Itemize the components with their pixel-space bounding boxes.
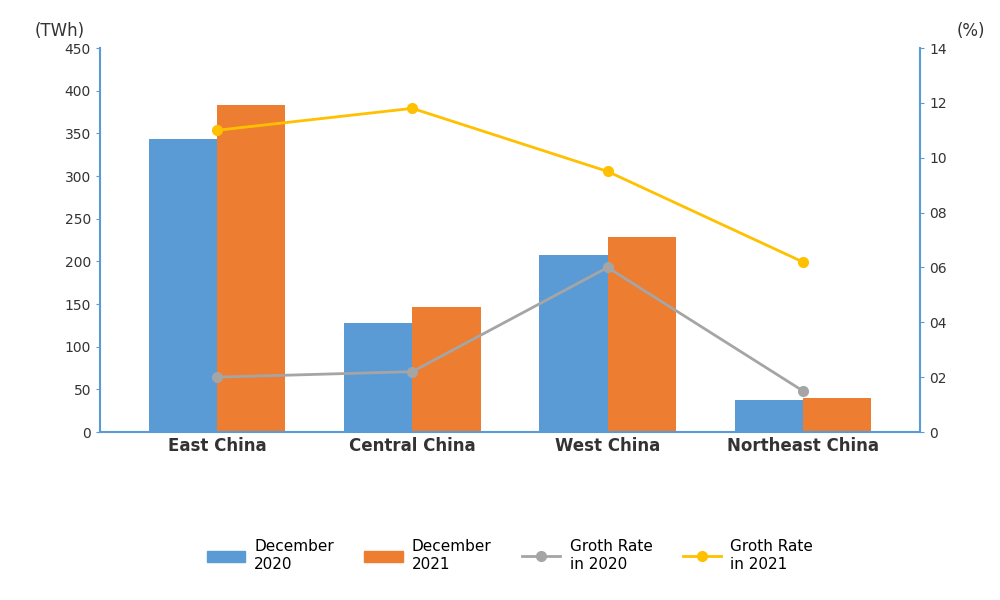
Bar xyxy=(735,400,803,432)
Bar xyxy=(539,254,608,432)
Bar xyxy=(412,307,481,432)
Bar xyxy=(608,238,676,432)
Text: (%): (%) xyxy=(957,22,986,40)
Bar xyxy=(149,139,217,432)
Text: (TWh): (TWh) xyxy=(34,22,85,40)
Bar xyxy=(217,105,285,432)
Bar xyxy=(344,323,412,432)
Bar xyxy=(803,398,871,432)
Legend: December
2020, December
2021, Groth Rate
in 2020, Groth Rate
in 2021: December 2020, December 2021, Groth Rate… xyxy=(192,524,828,587)
